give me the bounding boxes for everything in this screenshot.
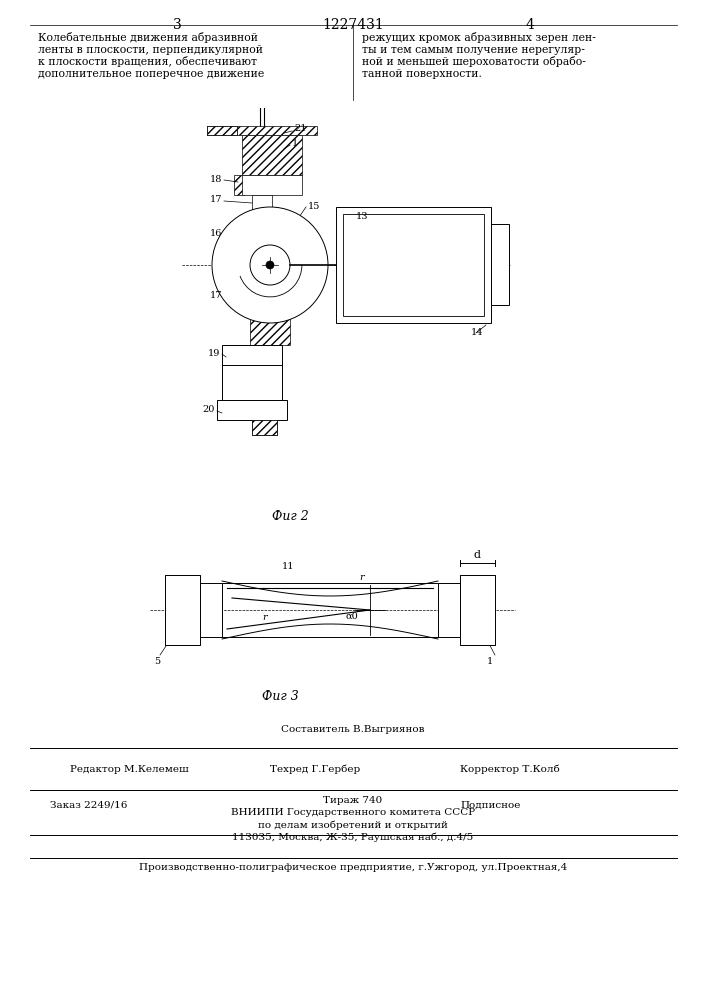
Text: 18: 18	[209, 174, 222, 184]
Text: r: r	[360, 573, 364, 582]
Bar	[438, 583, 460, 637]
Text: Колебательные движения абразивной
ленты в плоскости, перпендикулярной
к плоскост: Колебательные движения абразивной ленты …	[38, 32, 264, 79]
Text: 15: 15	[308, 202, 320, 211]
Text: 21: 21	[294, 124, 307, 133]
Bar	[234, 225, 244, 248]
Circle shape	[250, 245, 290, 285]
Bar	[252, 420, 277, 435]
Text: по делам изобретений и открытий: по делам изобретений и открытий	[258, 820, 448, 830]
Bar	[234, 175, 244, 195]
Text: 1227431: 1227431	[322, 18, 384, 32]
Bar	[217, 400, 287, 420]
Text: 4: 4	[525, 18, 534, 32]
Text: Техред Г.Гербер: Техред Г.Гербер	[270, 764, 361, 774]
Text: Редактор М.Келемеш: Редактор М.Келемеш	[70, 764, 189, 774]
Bar	[250, 308, 290, 345]
Text: d: d	[474, 550, 481, 560]
Bar	[165, 575, 200, 645]
Text: режущих кромок абразивных зерен лен-
ты и тем самым получение нерегуляр-
ной и м: режущих кромок абразивных зерен лен- ты …	[362, 32, 596, 79]
Text: 20: 20	[203, 406, 215, 414]
Bar	[252, 195, 272, 213]
Text: 17: 17	[209, 292, 222, 300]
Bar	[234, 290, 244, 308]
Text: Корректор Т.Колб: Корректор Т.Колб	[460, 764, 560, 774]
Bar	[491, 224, 509, 305]
Text: 3: 3	[173, 18, 182, 32]
Bar	[207, 126, 237, 135]
Text: 16: 16	[209, 229, 222, 237]
Text: 5: 5	[154, 657, 160, 666]
Text: Подписное: Подписное	[460, 800, 520, 810]
Bar	[460, 575, 495, 645]
Bar	[242, 135, 302, 175]
Bar	[207, 126, 237, 135]
Bar	[242, 290, 302, 308]
Bar	[237, 126, 317, 135]
Text: 17: 17	[209, 196, 222, 205]
Text: 1: 1	[292, 138, 298, 147]
Bar	[234, 248, 304, 290]
Circle shape	[212, 207, 328, 323]
Bar	[242, 225, 302, 248]
Text: Заказ 2249/16: Заказ 2249/16	[50, 800, 127, 810]
Text: Составитель В.Выгриянов: Составитель В.Выгриянов	[281, 726, 425, 734]
Bar	[222, 345, 282, 400]
Text: 19: 19	[208, 349, 220, 358]
Bar	[242, 175, 302, 195]
Circle shape	[266, 261, 274, 269]
Text: 1: 1	[487, 657, 493, 666]
Bar	[460, 575, 495, 645]
Text: Фиг 3: Фиг 3	[262, 690, 298, 703]
Bar	[343, 214, 484, 316]
Text: 13: 13	[356, 212, 368, 221]
Text: ВНИИПИ Государственного комитета СССР: ВНИИПИ Государственного комитета СССР	[231, 808, 475, 817]
Text: Фиг 2: Фиг 2	[271, 510, 308, 523]
Text: Тираж 740: Тираж 740	[323, 796, 382, 805]
Text: 14: 14	[471, 328, 484, 337]
Text: 113035, Москва, Ж-35, Раушская наб., д.4/5: 113035, Москва, Ж-35, Раушская наб., д.4…	[233, 832, 474, 842]
Bar	[257, 213, 267, 294]
Text: α0: α0	[345, 611, 358, 620]
Bar	[336, 207, 491, 323]
Bar	[252, 420, 277, 435]
Text: Производственно-полиграфическое предприятие, г.Ужгород, ул.Проектная,4: Производственно-полиграфическое предприя…	[139, 863, 567, 872]
Text: 11: 11	[282, 562, 295, 571]
Bar	[165, 575, 200, 645]
Bar	[200, 583, 222, 637]
Text: r: r	[262, 613, 267, 622]
